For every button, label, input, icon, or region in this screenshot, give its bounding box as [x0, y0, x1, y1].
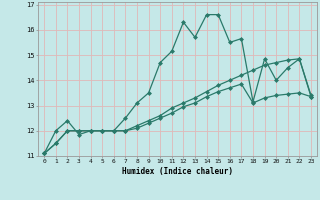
X-axis label: Humidex (Indice chaleur): Humidex (Indice chaleur) [122, 167, 233, 176]
